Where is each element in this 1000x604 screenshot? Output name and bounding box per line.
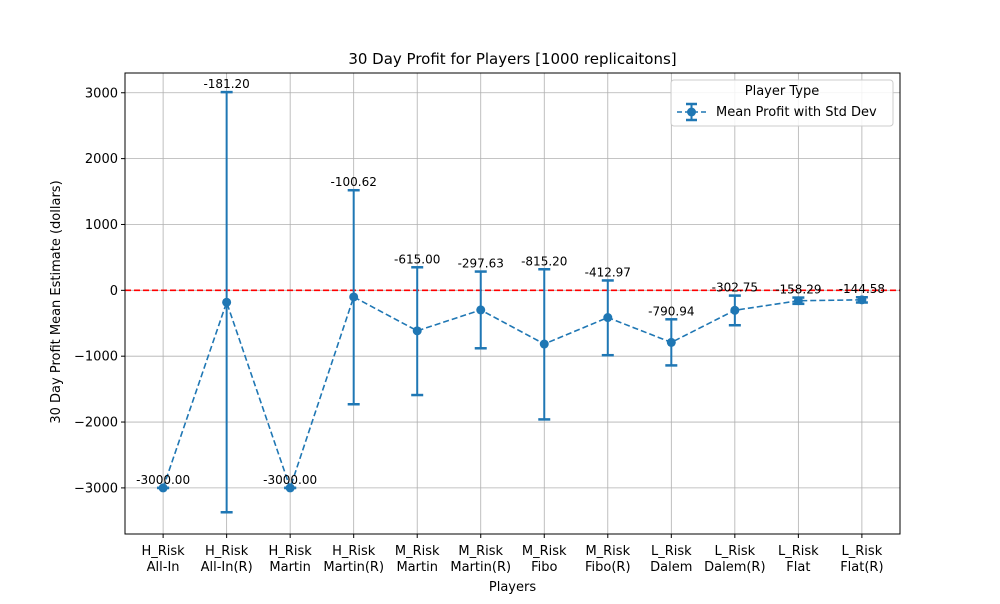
x-tick-label: L_Risk — [778, 544, 819, 559]
data-point — [285, 483, 295, 493]
y-tick-label: −2000 — [74, 416, 118, 431]
y-tick-label: −1000 — [74, 350, 118, 365]
y-tick-label: 0 — [110, 284, 118, 299]
x-tick-label: All-In — [147, 560, 180, 575]
data-point — [730, 305, 740, 315]
x-tick-label: L_Risk — [714, 544, 755, 559]
series-line — [162, 295, 862, 491]
x-tick-label: Flat — [786, 560, 810, 575]
data-point — [349, 292, 359, 302]
data-point — [222, 297, 232, 307]
x-tick-label: H_Risk — [141, 544, 185, 559]
data-value-label: -790.94 — [648, 304, 694, 318]
data-value-label: -3000.00 — [263, 473, 317, 487]
data-value-label: -181.20 — [203, 77, 249, 91]
legend-marker-dot — [687, 107, 696, 117]
plot-frame — [124, 72, 901, 535]
data-point — [539, 339, 549, 349]
data-point — [412, 326, 422, 336]
legend-marker — [677, 102, 706, 122]
data-point — [793, 296, 803, 306]
y-tick-label: 3000 — [85, 86, 118, 101]
x-tick-label: Martin — [269, 560, 310, 575]
legend: Player Type Mean Profit with Std Dev — [670, 79, 894, 127]
data-value-label: -100.62 — [331, 175, 377, 189]
data-value-label: -815.20 — [521, 254, 567, 268]
x-tick-label: M_Risk — [522, 544, 567, 559]
data-point — [603, 313, 613, 323]
data-point — [476, 305, 486, 315]
data-value-label: -297.63 — [458, 257, 504, 271]
x-tick-label: L_Risk — [651, 544, 692, 559]
y-tick-layer: −3000 −2000 −1000 0 1000 2000 3000 — [74, 86, 125, 496]
x-tick-label: Fibo(R) — [585, 560, 631, 575]
y-tick-label: 2000 — [85, 152, 118, 167]
x-tick-label: Martin — [396, 560, 437, 575]
x-tick-label: M_Risk — [585, 544, 630, 559]
x-tick-label: Fibo — [531, 560, 557, 575]
x-tick-label: Dalem — [650, 560, 692, 575]
data-point — [158, 483, 168, 493]
x-tick-label: L_Risk — [842, 544, 883, 559]
x-tick-label: H_Risk — [205, 544, 249, 559]
legend-box — [670, 79, 894, 127]
legend-title: Player Type — [745, 84, 819, 99]
data-value-label: -3000.00 — [136, 473, 190, 487]
legend-entry-label: Mean Profit with Std Dev — [716, 105, 877, 120]
x-tick-label: Martin(R) — [323, 560, 384, 575]
x-axis-label: Players — [489, 580, 536, 595]
y-tick-label: −3000 — [74, 481, 118, 496]
y-axis-label: 30 Day Profit Mean Estimate (dollars) — [49, 180, 64, 423]
data-value-label: -144.58 — [839, 282, 885, 296]
data-value-label: -412.97 — [585, 265, 631, 279]
chart-title: 30 Day Profit for Players [1000 replicai… — [348, 50, 676, 68]
y-tick-label: 1000 — [85, 218, 118, 233]
x-tick-label: H_Risk — [332, 544, 376, 559]
x-tick-label: M_Risk — [458, 544, 503, 559]
data-point — [857, 295, 867, 305]
x-tick-label: Dalem(R) — [704, 560, 765, 575]
x-tick-label: H_Risk — [269, 544, 313, 559]
x-tick-label: M_Risk — [395, 544, 440, 559]
x-tick-label: Martin(R) — [450, 560, 511, 575]
series-layer — [157, 90, 868, 514]
x-tick-label: All-In(R) — [201, 560, 253, 575]
data-point — [666, 337, 676, 347]
data-value-label: -302.75 — [712, 281, 758, 295]
x-tick-label: Flat(R) — [840, 560, 883, 575]
value-label-layer: -3000.00 -181.20 -3000.00 -100.62 -615.00 -29… — [136, 77, 885, 487]
data-value-label: -158.29 — [775, 283, 821, 297]
data-value-label: -615.00 — [394, 252, 440, 266]
x-tick-layer: H_RiskAll-InH_RiskAll-In(R)H_RiskMartinH… — [141, 534, 884, 575]
